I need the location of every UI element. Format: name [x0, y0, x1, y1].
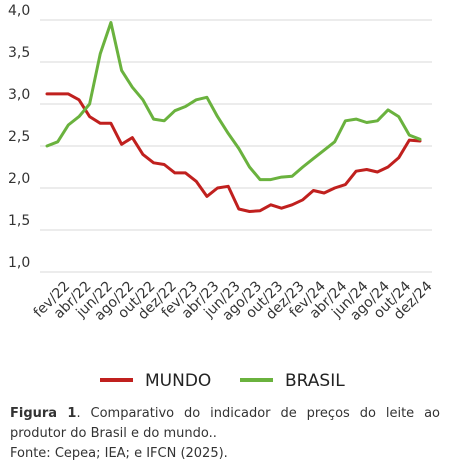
y-tick-label: 3,5: [8, 45, 30, 61]
legend-label: MUNDO: [145, 371, 211, 391]
y-tick-label: 4,0: [8, 3, 30, 19]
y-tick-label: 2,0: [8, 171, 30, 187]
caption-label: Figura 1: [10, 406, 77, 421]
caption: Figura 1. Comparativo do indicador de pr…: [10, 404, 440, 444]
y-tick-label: 1,5: [8, 213, 30, 229]
line: [45, 92, 422, 213]
chart: 1,01,52,02,53,03,54,0fev/22abr/22jun/22a…: [8, 3, 436, 391]
legend-label: BRASIL: [285, 371, 345, 391]
y-tick-label: 2,5: [8, 129, 30, 145]
line: [45, 21, 422, 182]
y-tick-label: 1,0: [8, 255, 30, 271]
caption-text: . Comparativo do indicador de preços do …: [10, 406, 441, 441]
caption-source: Fonte: Cepea; IEA; e IFCN (2025).: [10, 446, 228, 461]
y-tick-label: 3,0: [8, 87, 30, 103]
